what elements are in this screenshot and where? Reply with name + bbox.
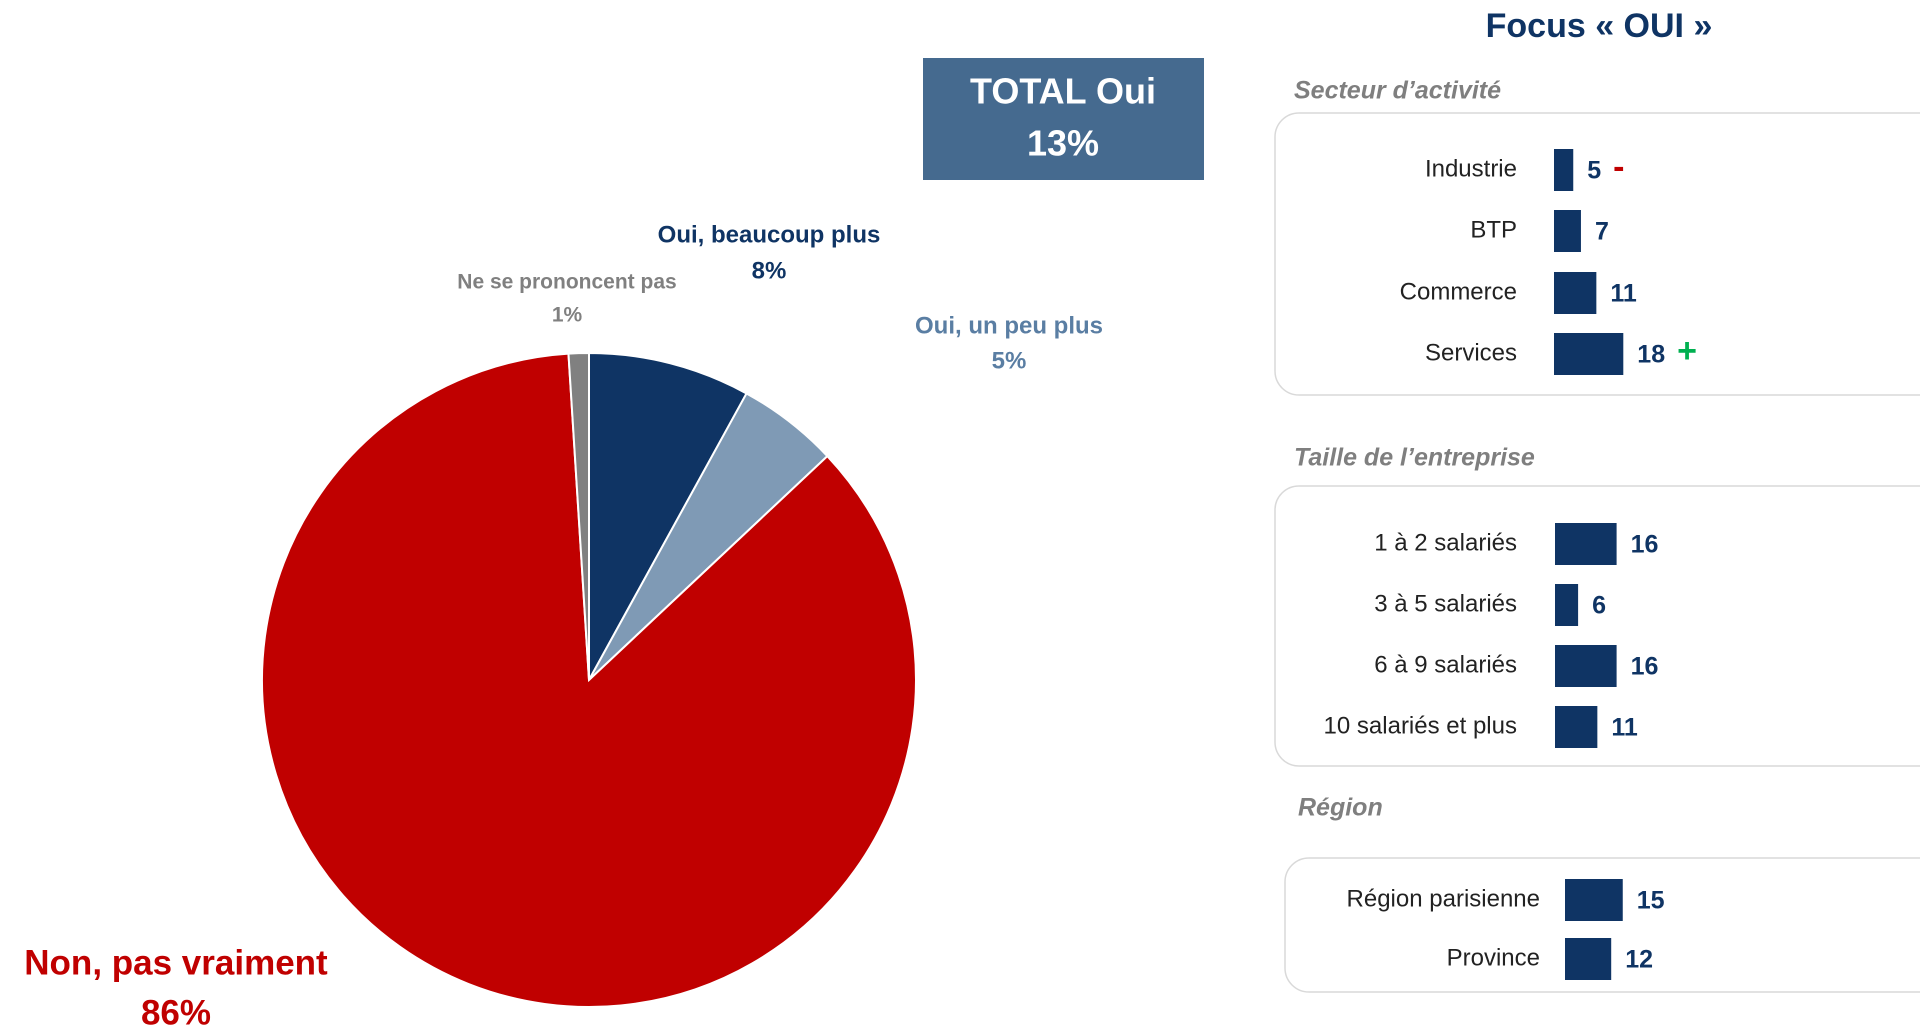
- bar: [1555, 584, 1579, 626]
- value-label: 11: [1610, 280, 1637, 308]
- slice-label: Oui, beaucoup plus: [658, 221, 881, 248]
- value-label: 16: [1631, 653, 1659, 681]
- slice-label: Oui, un peu plus: [915, 312, 1103, 339]
- category-label: Région parisienne: [1347, 885, 1540, 912]
- pie-slice: [261, 352, 917, 1008]
- value-label: 18: [1637, 341, 1665, 369]
- value-label: 15: [1637, 887, 1665, 915]
- panel-box: [1284, 857, 1920, 993]
- bar: [1565, 879, 1623, 921]
- bar: [1554, 149, 1574, 191]
- category-label: 3 à 5 salariés: [1374, 590, 1517, 617]
- panel-title: Région: [1298, 794, 1383, 822]
- bar: [1555, 706, 1598, 748]
- value-label: 11: [1611, 714, 1638, 742]
- slice-label: Non, pas vraiment: [24, 943, 328, 982]
- value-label: 6: [1592, 592, 1606, 620]
- panel-title: Taille de l’entreprise: [1294, 444, 1535, 472]
- focus-title: Focus « OUI »: [1486, 7, 1713, 45]
- bar: [1555, 523, 1617, 565]
- value-label: 12: [1625, 946, 1653, 974]
- significance-marker: +: [1677, 332, 1697, 370]
- total-value: 13%: [1027, 123, 1099, 164]
- slice-value: 5%: [992, 347, 1027, 374]
- category-label: BTP: [1470, 216, 1517, 243]
- category-label: 1 à 2 salariés: [1374, 529, 1517, 556]
- slice-value: 86%: [141, 993, 211, 1032]
- significance-marker: -: [1613, 148, 1624, 186]
- value-label: 7: [1595, 218, 1609, 246]
- slice-value: 1%: [552, 304, 583, 327]
- panel-title: Secteur d’activité: [1294, 77, 1501, 105]
- category-label: Province: [1447, 944, 1540, 971]
- value-label: 5: [1587, 157, 1601, 185]
- bar: [1554, 210, 1581, 252]
- bar: [1554, 272, 1597, 314]
- slice-value: 8%: [752, 257, 787, 284]
- category-label: 6 à 9 salariés: [1374, 651, 1517, 678]
- total-box: [923, 58, 1204, 180]
- panel-box: [1274, 485, 1920, 767]
- category-label: Services: [1425, 339, 1517, 366]
- category-label: Commerce: [1400, 278, 1517, 305]
- slice-label: Ne se prononcent pas: [457, 271, 676, 294]
- category-label: 10 salariés et plus: [1324, 712, 1517, 739]
- panel-box: [1274, 112, 1920, 396]
- value-label: 16: [1631, 531, 1659, 559]
- pie-slice: [567, 351, 590, 681]
- bar: [1554, 333, 1624, 375]
- bar: [1555, 645, 1617, 687]
- bar: [1565, 938, 1612, 980]
- total-label: TOTAL Oui: [970, 71, 1156, 112]
- pie-slice: [588, 351, 748, 681]
- category-label: Industrie: [1425, 155, 1517, 182]
